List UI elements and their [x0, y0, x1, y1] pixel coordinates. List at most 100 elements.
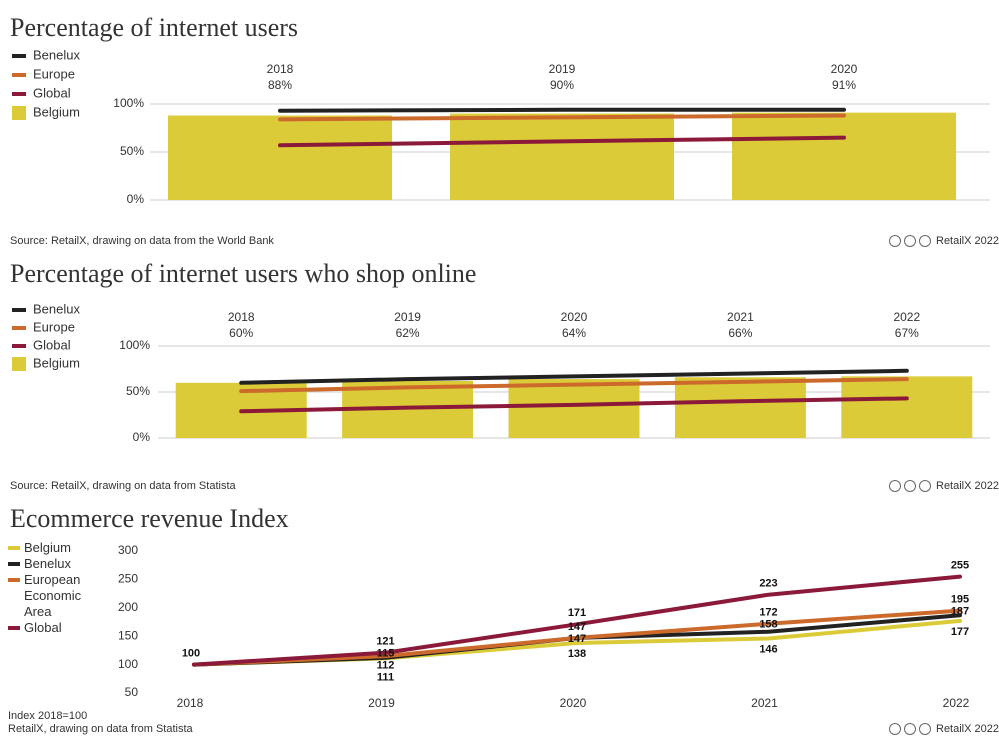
data-label: 171	[568, 607, 586, 619]
data-label: 195	[951, 594, 969, 606]
y-tick-label: 50	[125, 685, 139, 699]
line	[192, 608, 962, 667]
y-tick-label: 100%	[113, 96, 144, 110]
data-label: 121	[376, 636, 394, 648]
x-category-label: 2021	[727, 310, 754, 324]
legend-label: Global	[33, 85, 71, 100]
chart-title: Percentage of internet users who shop on…	[10, 259, 476, 288]
y-tick-label: 200	[118, 600, 138, 614]
data-label: 147	[568, 633, 586, 645]
license-icon	[919, 723, 931, 735]
value-label: 64%	[562, 326, 586, 340]
legend-label: Belgium	[33, 355, 80, 370]
data-label: 112	[377, 660, 395, 672]
data-label: 111	[377, 672, 394, 684]
source: Source: RetailX, drawing on data from St…	[10, 480, 236, 492]
credit: RetailX 2022	[936, 235, 999, 247]
value-label: 66%	[728, 326, 752, 340]
legend-label: Belgium	[33, 104, 80, 119]
legend-label: Europe	[33, 66, 75, 81]
data-label: 177	[951, 626, 969, 638]
chart-title: Percentage of internet users	[10, 13, 298, 42]
value-label: 88%	[268, 78, 292, 92]
x-category-label: 2019	[394, 310, 421, 324]
license-icon	[904, 723, 916, 735]
legend-label: Benelux	[33, 47, 80, 62]
legend-item: European Economic Area	[8, 572, 98, 620]
value-label: 60%	[229, 326, 253, 340]
legend-swatch	[12, 73, 26, 77]
y-tick-label: 100	[118, 657, 138, 671]
x-category-label: 2018	[177, 696, 204, 710]
line	[239, 377, 909, 394]
x-category-label: 2022	[943, 696, 970, 710]
legend-swatch	[12, 92, 26, 96]
y-tick-label: 300	[118, 543, 138, 557]
legend-swatch	[8, 546, 20, 550]
line	[278, 113, 846, 122]
line	[239, 396, 909, 414]
x-category-label: 2020	[560, 696, 587, 710]
legend-swatch	[8, 578, 20, 582]
legend-swatch	[12, 357, 26, 371]
data-label: 223	[759, 578, 777, 590]
chart-title: Ecommerce revenue Index	[10, 504, 289, 533]
legend-label: Europe	[33, 319, 75, 334]
data-label: 146	[759, 643, 777, 655]
line	[239, 368, 909, 385]
bar	[450, 113, 674, 200]
bar	[674, 377, 806, 438]
legend-box: Belgium Benelux European Economic Area Glob…	[8, 540, 98, 636]
y-tick-label: 250	[118, 572, 138, 586]
value-label: 90%	[550, 78, 574, 92]
y-tick-label: 150	[118, 628, 138, 642]
bar	[732, 112, 956, 200]
x-category-label: 2019	[368, 696, 395, 710]
x-category-label: 2018	[228, 310, 255, 324]
source: RetailX, drawing on data from Statista	[8, 723, 194, 735]
x-category-label: 2020	[561, 310, 588, 324]
legend-label: Global	[33, 337, 71, 352]
legend-label: Global	[24, 620, 62, 635]
data-label: 138	[568, 648, 586, 660]
bar	[508, 379, 640, 438]
value-label: 91%	[832, 78, 856, 92]
license-icon	[889, 235, 901, 247]
line	[192, 574, 962, 667]
legend-label: Benelux	[33, 301, 80, 316]
data-label: 115	[377, 648, 395, 660]
legend-label: Benelux	[24, 556, 71, 571]
x-category-label: 2021	[751, 696, 778, 710]
data-label: 187	[951, 606, 969, 618]
x-category-label: 2019	[549, 62, 576, 76]
license-icon	[919, 480, 931, 492]
bar	[168, 115, 392, 200]
legend-swatch	[8, 562, 20, 566]
data-label: 100	[182, 648, 200, 660]
x-category-label: 2022	[893, 310, 920, 324]
legend-swatch	[12, 326, 26, 330]
legend-swatch	[12, 106, 26, 120]
data-label: 172	[759, 607, 777, 619]
note: Index 2018=100	[8, 710, 87, 722]
x-category-label: 2018	[267, 62, 294, 76]
y-tick-label: 100%	[119, 338, 150, 352]
y-tick-label: 0%	[127, 192, 145, 206]
credit: RetailX 2022	[936, 480, 999, 492]
legend-swatch	[12, 308, 26, 312]
license-icon	[904, 235, 916, 247]
legend-label: Belgium	[24, 540, 71, 555]
data-label: 147	[568, 621, 586, 633]
license-icon	[904, 480, 916, 492]
legend-swatch	[8, 626, 20, 630]
license-icon	[889, 480, 901, 492]
legend-item: Benelux	[8, 556, 98, 572]
credit: RetailX 2022	[936, 723, 999, 735]
data-label: 158	[759, 619, 777, 631]
data-label: 255	[951, 559, 969, 571]
bar	[841, 376, 973, 438]
license-icon	[889, 723, 901, 735]
line	[278, 107, 846, 113]
